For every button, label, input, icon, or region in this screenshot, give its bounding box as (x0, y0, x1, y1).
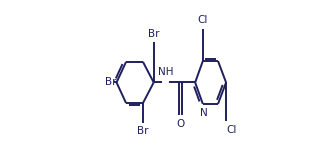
Text: Br: Br (137, 126, 149, 136)
Text: O: O (176, 119, 184, 129)
Text: N: N (200, 108, 208, 118)
Text: Br: Br (105, 78, 117, 88)
Text: Cl: Cl (198, 15, 208, 25)
Text: NH: NH (158, 67, 173, 78)
Text: Br: Br (148, 29, 160, 39)
Text: Cl: Cl (226, 125, 237, 135)
